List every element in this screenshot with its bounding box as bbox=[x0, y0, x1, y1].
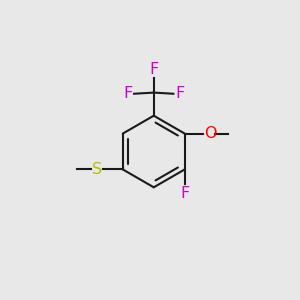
Text: S: S bbox=[92, 162, 102, 177]
Text: F: F bbox=[123, 86, 132, 101]
Text: F: F bbox=[180, 186, 189, 201]
Text: F: F bbox=[175, 86, 184, 101]
Text: O: O bbox=[204, 126, 217, 141]
Text: F: F bbox=[149, 62, 158, 77]
